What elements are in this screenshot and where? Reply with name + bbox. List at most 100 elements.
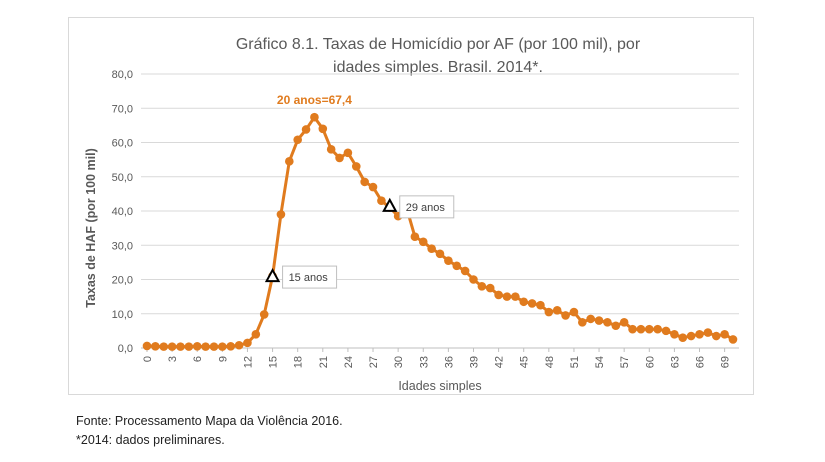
chart-title-line1: Gráfico 8.1. Taxas de Homicídio por AF (…: [236, 36, 641, 53]
data-point: [360, 177, 369, 187]
data-point: [728, 335, 738, 344]
y-tick-label: 60,0: [112, 138, 133, 150]
data-point: [678, 333, 688, 343]
data-point: [603, 318, 612, 327]
data-point: [519, 297, 529, 307]
y-tick-label: 80,0: [112, 69, 133, 81]
source-caption: Fonte: Processamento Mapa da Violência 2…: [76, 414, 343, 428]
data-point: [410, 232, 420, 241]
x-tick-label: 63: [669, 356, 681, 368]
data-point: [711, 331, 721, 341]
data-point: [301, 125, 311, 134]
data-point: [351, 162, 361, 171]
data-point: [427, 244, 436, 253]
data-point: [644, 324, 654, 334]
chart-title-line2: idades simples. Brasil. 2014*.: [333, 59, 543, 76]
x-tick-label: 18: [293, 356, 305, 368]
x-tick-label: 30: [393, 356, 405, 368]
data-point: [619, 318, 629, 327]
data-point: [335, 153, 344, 163]
data-point: [251, 330, 261, 339]
data-point: [209, 342, 219, 351]
peak-annotation: 20 anos=67,4: [277, 93, 352, 107]
y-tick-label: 10,0: [112, 309, 133, 321]
x-tick-label: 3: [167, 356, 179, 362]
data-point: [326, 145, 336, 154]
data-point: [494, 290, 503, 300]
data-point: [176, 342, 185, 351]
x-axis-ticks: 0 3 6 9 12 15 18 21 24 27 30 33 36 39 42 45 48 51 54 57 60 63…: [142, 348, 732, 368]
y-tick-label: 50,0: [112, 172, 133, 184]
data-point: [377, 196, 386, 206]
data-point: [569, 307, 579, 317]
data-point: [511, 292, 520, 301]
data-point: [578, 318, 587, 327]
data-point: [628, 324, 637, 334]
data-point: [594, 316, 604, 325]
series-line: [146, 115, 734, 349]
data-point: [636, 324, 646, 334]
x-tick-label: 69: [720, 356, 732, 368]
data-point: [527, 299, 537, 308]
y-tick-label: 30,0: [112, 240, 133, 252]
label-15-anos: 15 anos: [289, 272, 329, 284]
y-axis-ticks: 0,0 10,0 20,0 30,0 40,0 50,0 60,0 70,0 80,0: [112, 69, 133, 355]
data-point: [184, 342, 194, 351]
data-point: [686, 331, 696, 341]
data-point: [201, 342, 210, 351]
data-point: [452, 261, 462, 271]
data-point: [653, 324, 662, 334]
label-29-anos: 29 anos: [406, 202, 446, 214]
x-tick-label: 21: [318, 356, 330, 368]
x-tick-label: 45: [519, 356, 531, 368]
x-tick-label: 24: [343, 356, 355, 368]
x-tick-label: 51: [569, 356, 581, 368]
data-point: [343, 148, 353, 158]
x-tick-label: 6: [192, 356, 204, 362]
data-point: [285, 157, 294, 166]
data-point: [368, 182, 378, 192]
data-point: [234, 340, 244, 350]
y-tick-label: 40,0: [112, 206, 133, 218]
data-point: [293, 135, 302, 145]
label-box-29: [399, 195, 455, 219]
data-point: [477, 282, 487, 291]
data-point: [226, 341, 236, 351]
x-axis-label: Idades simples: [398, 379, 481, 393]
data-point: [544, 307, 554, 317]
data-point: [159, 342, 169, 351]
note-caption: *2014: dados preliminares.: [76, 433, 225, 447]
x-tick-label: 48: [544, 356, 556, 368]
x-tick-label: 36: [443, 356, 455, 368]
data-point: [444, 256, 453, 265]
y-tick-label: 20,0: [112, 275, 133, 287]
data-point: [536, 300, 545, 310]
marker-15-triangle-icon: [264, 267, 281, 283]
data-point: [469, 275, 478, 284]
y-axis-label: Taxas de HAF (por 100 mil): [84, 148, 98, 308]
data-point: [310, 112, 319, 122]
line-chart: Gráfico 8.1. Taxas de Homicídio por AF (…: [84, 36, 739, 393]
data-point: [661, 326, 671, 336]
data-point: [703, 328, 713, 337]
marker-29-triangle-icon: [382, 197, 398, 212]
x-tick-label: 57: [619, 356, 631, 368]
data-point: [460, 266, 470, 276]
x-tick-label: 12: [242, 356, 254, 368]
data-point: [670, 330, 679, 339]
data-point: [586, 314, 595, 324]
data-point: [611, 321, 621, 331]
data-point: [259, 310, 269, 319]
data-points: [142, 112, 738, 351]
data-point: [276, 210, 286, 219]
data-point: [502, 292, 512, 301]
y-tick-label: 0,0: [118, 343, 133, 355]
x-tick-label: 27: [368, 356, 380, 368]
y-tick-label: 70,0: [112, 103, 133, 115]
x-tick-label: 60: [644, 356, 656, 368]
data-point: [142, 341, 152, 351]
data-point: [243, 338, 252, 348]
x-tick-label: 42: [494, 356, 506, 368]
data-point: [552, 306, 562, 315]
data-point: [418, 237, 428, 247]
